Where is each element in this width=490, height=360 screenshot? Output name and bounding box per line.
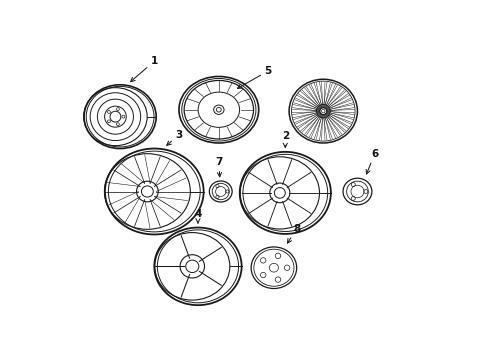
Text: 1: 1 bbox=[131, 56, 158, 82]
Text: 3: 3 bbox=[167, 130, 183, 145]
Text: 8: 8 bbox=[288, 224, 300, 243]
Text: 4: 4 bbox=[194, 209, 202, 223]
Text: 6: 6 bbox=[366, 149, 378, 174]
Text: 2: 2 bbox=[282, 131, 289, 147]
Text: 5: 5 bbox=[238, 66, 272, 88]
Text: 7: 7 bbox=[215, 157, 222, 177]
